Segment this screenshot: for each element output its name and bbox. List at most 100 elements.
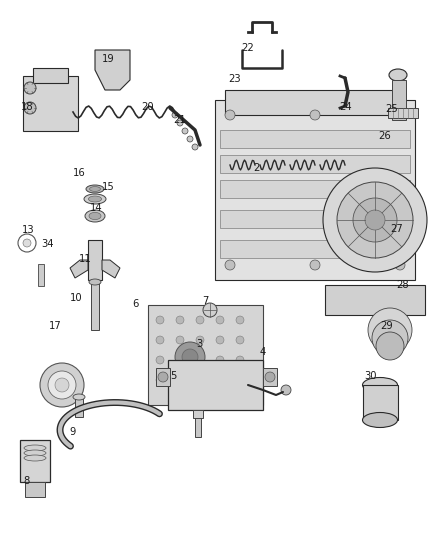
Ellipse shape bbox=[89, 279, 101, 285]
Circle shape bbox=[353, 198, 397, 242]
Circle shape bbox=[177, 120, 183, 126]
Ellipse shape bbox=[389, 69, 407, 81]
Ellipse shape bbox=[73, 394, 85, 400]
Bar bbox=[325, 285, 425, 315]
Circle shape bbox=[196, 376, 204, 384]
Text: 15: 15 bbox=[102, 182, 115, 191]
Circle shape bbox=[323, 168, 427, 272]
Circle shape bbox=[48, 371, 76, 399]
Circle shape bbox=[376, 332, 404, 360]
Bar bbox=[220, 130, 410, 148]
Circle shape bbox=[156, 316, 164, 324]
Text: 5: 5 bbox=[170, 371, 176, 381]
Ellipse shape bbox=[24, 445, 46, 451]
Text: 2: 2 bbox=[253, 163, 259, 173]
Circle shape bbox=[176, 336, 184, 344]
Ellipse shape bbox=[88, 196, 102, 202]
Circle shape bbox=[176, 376, 184, 384]
Ellipse shape bbox=[86, 185, 104, 193]
Circle shape bbox=[216, 376, 224, 384]
Polygon shape bbox=[70, 260, 88, 278]
Circle shape bbox=[23, 239, 31, 247]
Text: 23: 23 bbox=[228, 74, 240, 84]
Ellipse shape bbox=[90, 187, 100, 191]
Bar bbox=[75, 395, 83, 417]
Circle shape bbox=[192, 144, 198, 150]
Bar bbox=[156, 368, 170, 386]
Circle shape bbox=[236, 356, 244, 364]
Text: 3: 3 bbox=[196, 339, 202, 349]
Circle shape bbox=[196, 356, 204, 364]
Text: 20: 20 bbox=[142, 102, 154, 111]
Circle shape bbox=[310, 110, 320, 120]
Circle shape bbox=[156, 356, 164, 364]
Bar bbox=[220, 240, 410, 258]
Text: 14: 14 bbox=[90, 203, 102, 213]
Text: 7: 7 bbox=[203, 296, 209, 306]
Circle shape bbox=[395, 110, 405, 120]
Circle shape bbox=[156, 336, 164, 344]
Text: 24: 24 bbox=[340, 102, 352, 111]
Polygon shape bbox=[95, 50, 130, 90]
Ellipse shape bbox=[85, 210, 105, 222]
Circle shape bbox=[182, 128, 188, 134]
Text: 19: 19 bbox=[102, 54, 115, 63]
Ellipse shape bbox=[24, 455, 46, 461]
Text: 6: 6 bbox=[133, 299, 139, 309]
Bar bbox=[363, 385, 398, 420]
Text: 13: 13 bbox=[22, 225, 35, 235]
Circle shape bbox=[337, 182, 413, 258]
Bar bbox=[195, 415, 201, 437]
Circle shape bbox=[55, 378, 69, 392]
Text: 27: 27 bbox=[390, 224, 403, 234]
Circle shape bbox=[372, 320, 408, 356]
Bar bbox=[88, 240, 102, 280]
Circle shape bbox=[265, 372, 275, 382]
Circle shape bbox=[310, 260, 320, 270]
Text: 22: 22 bbox=[241, 43, 254, 53]
Text: 29: 29 bbox=[380, 321, 393, 331]
Bar bbox=[148, 305, 263, 405]
Circle shape bbox=[365, 210, 385, 230]
Ellipse shape bbox=[89, 212, 101, 220]
Ellipse shape bbox=[24, 450, 46, 456]
Bar bbox=[33, 68, 68, 83]
Bar bbox=[220, 155, 410, 173]
Bar bbox=[193, 410, 203, 418]
Bar bbox=[392, 80, 406, 120]
Circle shape bbox=[187, 136, 193, 142]
Text: 30: 30 bbox=[364, 371, 376, 381]
Bar bbox=[263, 368, 277, 386]
Bar bbox=[20, 440, 50, 482]
Ellipse shape bbox=[363, 377, 398, 392]
Bar bbox=[91, 280, 99, 330]
Bar bbox=[215, 100, 415, 280]
Circle shape bbox=[172, 112, 178, 118]
Circle shape bbox=[216, 316, 224, 324]
Text: 16: 16 bbox=[73, 168, 86, 178]
Circle shape bbox=[175, 342, 205, 372]
Circle shape bbox=[216, 336, 224, 344]
Text: 25: 25 bbox=[385, 104, 399, 114]
Circle shape bbox=[40, 363, 84, 407]
Text: 10: 10 bbox=[71, 294, 83, 303]
Circle shape bbox=[225, 110, 235, 120]
Text: 4: 4 bbox=[260, 347, 266, 357]
Text: 21: 21 bbox=[173, 115, 186, 125]
Text: 8: 8 bbox=[23, 476, 29, 486]
Circle shape bbox=[158, 372, 168, 382]
Text: 28: 28 bbox=[397, 280, 409, 290]
Text: 26: 26 bbox=[378, 131, 391, 141]
Text: 18: 18 bbox=[21, 102, 33, 111]
Circle shape bbox=[156, 376, 164, 384]
Circle shape bbox=[281, 385, 291, 395]
Circle shape bbox=[216, 356, 224, 364]
Circle shape bbox=[236, 336, 244, 344]
Circle shape bbox=[236, 316, 244, 324]
Bar bbox=[23, 76, 78, 131]
Circle shape bbox=[368, 308, 412, 352]
Circle shape bbox=[395, 260, 405, 270]
Polygon shape bbox=[102, 260, 120, 278]
Text: 9: 9 bbox=[69, 427, 75, 437]
Bar bbox=[220, 180, 410, 198]
